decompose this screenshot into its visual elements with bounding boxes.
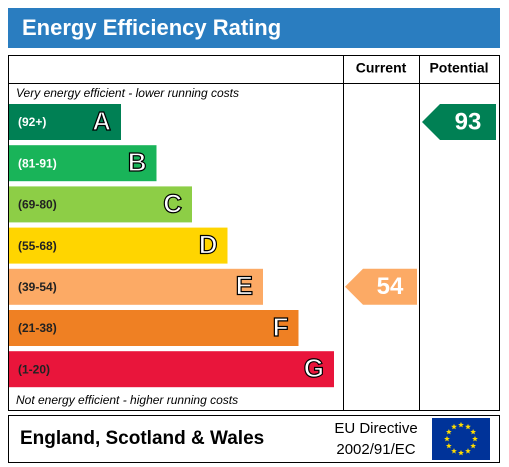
column-header: Current — [356, 60, 407, 76]
title: Energy Efficiency Rating — [22, 15, 281, 40]
rating-value: 93 — [455, 108, 482, 135]
flag-star — [444, 436, 450, 442]
band-letter: G — [304, 353, 324, 383]
flag-star — [465, 448, 471, 454]
band-letter: A — [92, 106, 111, 136]
column-header: Potential — [429, 60, 488, 76]
band-bar — [9, 227, 228, 264]
band-bar — [9, 268, 263, 305]
band-range: (21-38) — [18, 321, 57, 335]
rating-arrow — [345, 268, 417, 305]
band-range: (69-80) — [18, 198, 57, 212]
flag-star — [472, 436, 478, 442]
eu-flag — [432, 418, 490, 460]
band-range: (81-91) — [18, 156, 57, 170]
band-bar — [9, 310, 299, 346]
flag-star — [458, 422, 464, 428]
band-letter: E — [236, 271, 253, 301]
footer-directive: 2002/91/EC — [336, 441, 415, 458]
band-letter: C — [163, 188, 182, 218]
flag-star — [470, 429, 476, 435]
flag-star — [451, 448, 457, 454]
band-bar — [9, 351, 334, 388]
footer-directive: EU Directive — [334, 420, 417, 437]
band-bar — [9, 104, 121, 140]
band-letter: B — [128, 147, 147, 177]
band-range: (39-54) — [18, 280, 57, 294]
band-range: (92+) — [18, 115, 46, 129]
flag-star — [446, 443, 452, 449]
bottom-note: Not energy efficient - higher running co… — [16, 393, 238, 407]
header-bar — [8, 8, 500, 48]
rating-arrow — [422, 104, 496, 140]
band-letter: D — [199, 229, 218, 259]
band-bar — [9, 186, 192, 223]
band-range: (55-68) — [18, 239, 57, 253]
band-range: (1-20) — [18, 362, 50, 376]
flag-star — [465, 423, 471, 430]
band-bar — [9, 145, 157, 182]
footer-region: England, Scotland & Wales — [20, 428, 264, 449]
footer-frame — [8, 415, 500, 463]
flag-star — [451, 423, 457, 430]
rating-value: 54 — [377, 273, 404, 300]
flag-star — [446, 429, 452, 435]
frame — [8, 55, 500, 411]
flag-star — [458, 450, 464, 456]
top-note: Very energy efficient - lower running co… — [16, 86, 239, 100]
flag-star — [470, 443, 476, 449]
band-letter: F — [273, 312, 289, 342]
